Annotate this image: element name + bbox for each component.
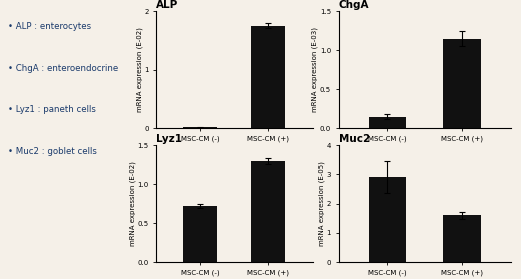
Y-axis label: mRNA expression (E-03): mRNA expression (E-03) [312,27,318,112]
Bar [183,127,217,128]
Text: ChgA: ChgA [339,0,369,10]
Text: Muc2: Muc2 [339,134,370,144]
Text: • ChgA : enteroendocrine: • ChgA : enteroendocrine [8,64,118,73]
Bar [368,177,406,262]
Text: 5Gy on Day 9: 5Gy on Day 9 [401,175,449,181]
Y-axis label: mRNA expression (E-02): mRNA expression (E-02) [137,27,143,112]
Text: • Lyz1 : paneth cells: • Lyz1 : paneth cells [8,105,96,114]
Bar [368,117,406,128]
Text: ALP: ALP [156,0,179,10]
Text: • ALP : enterocytes: • ALP : enterocytes [8,22,91,31]
Y-axis label: mRNA expression (E-02): mRNA expression (E-02) [130,161,136,246]
Bar [443,215,481,262]
Text: 5Gy on Day 9: 5Gy on Day 9 [210,175,258,181]
Bar [252,161,286,262]
Text: Lyz1: Lyz1 [156,134,182,144]
Bar [183,206,217,262]
Text: • Muc2 : goblet cells: • Muc2 : goblet cells [8,147,97,156]
Bar [443,39,481,128]
Bar [252,26,286,128]
Y-axis label: mRNA expression (E-05): mRNA expression (E-05) [319,161,325,246]
